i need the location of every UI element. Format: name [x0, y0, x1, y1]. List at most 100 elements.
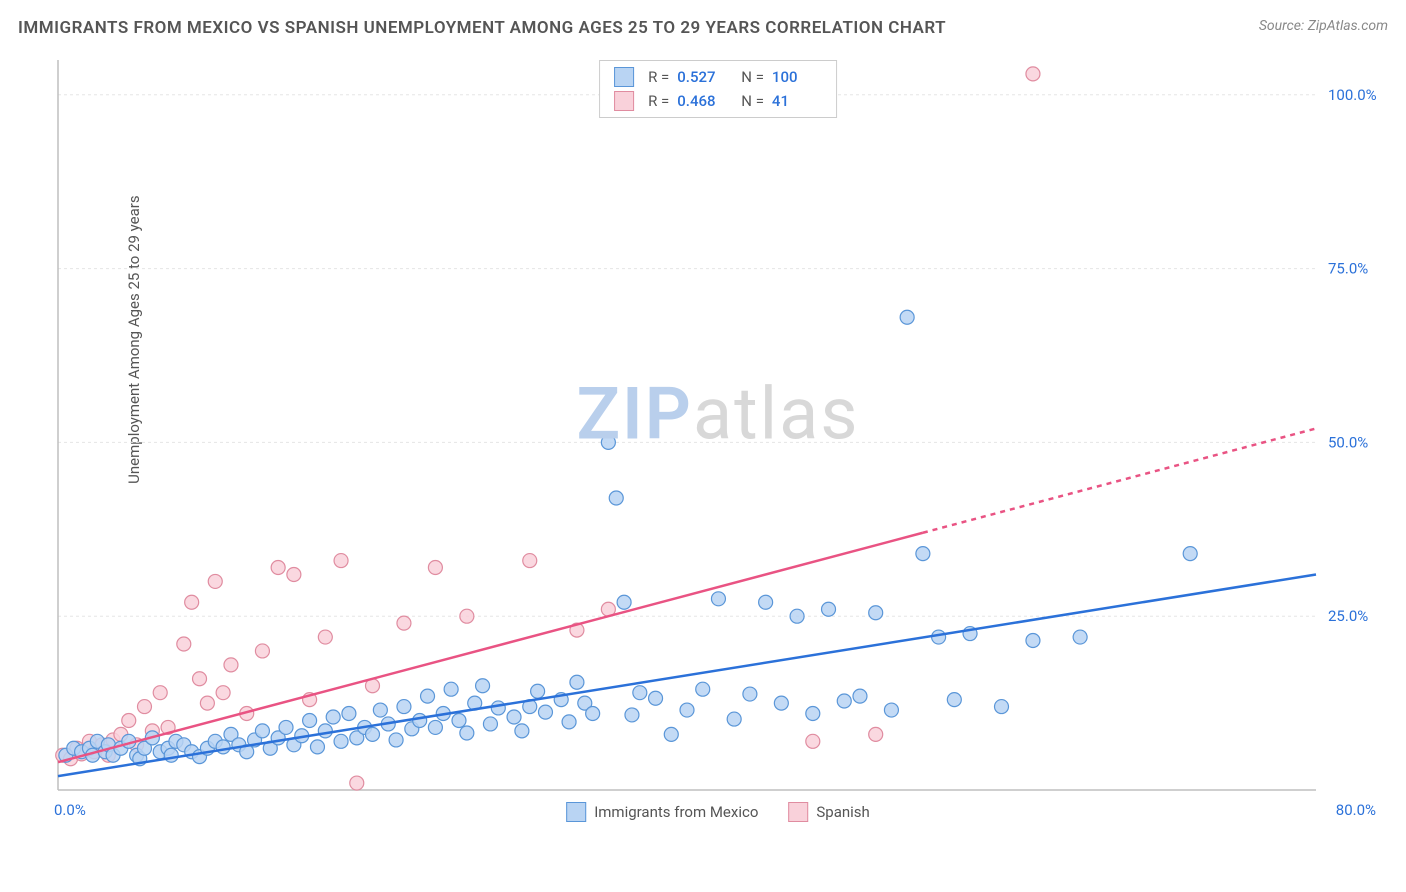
data-point — [523, 554, 537, 568]
legend-label-1: Immigrants from Mexico — [594, 803, 758, 821]
x-tick-label: 80.0% — [1336, 801, 1376, 819]
legend-item-1: Immigrants from Mexico — [566, 802, 758, 822]
data-point — [271, 561, 285, 575]
y-tick-label: 25.0% — [1328, 607, 1368, 625]
y-tick-label: 100.0% — [1328, 86, 1377, 104]
legend-row-series-2: R = 0.468 N = 41 — [614, 89, 822, 113]
data-point — [460, 609, 474, 623]
data-point — [334, 554, 348, 568]
n-value-2: 41 — [772, 92, 822, 110]
legend-item-2: Spanish — [788, 802, 869, 822]
data-point — [515, 724, 529, 738]
data-point — [1073, 630, 1087, 644]
data-point — [483, 717, 497, 731]
data-point — [255, 724, 269, 738]
data-point — [837, 694, 851, 708]
legend-row-series-1: R = 0.527 N = 100 — [614, 65, 822, 89]
data-point — [822, 602, 836, 616]
data-point — [350, 776, 364, 790]
data-point — [633, 686, 647, 700]
data-point — [310, 740, 324, 754]
r-value-2: 0.468 — [677, 92, 727, 110]
data-point — [491, 701, 505, 715]
data-point — [342, 707, 356, 721]
data-point — [122, 713, 136, 727]
data-point — [1026, 67, 1040, 81]
data-point — [279, 720, 293, 734]
data-point — [444, 682, 458, 696]
data-point — [318, 724, 332, 738]
swatch-series-2 — [614, 91, 634, 111]
data-point — [208, 574, 222, 588]
data-point — [932, 630, 946, 644]
data-point — [428, 720, 442, 734]
data-point — [255, 644, 269, 658]
correlation-legend: R = 0.527 N = 100 R = 0.468 N = 41 — [599, 60, 837, 118]
data-point — [538, 705, 552, 719]
data-point — [334, 734, 348, 748]
data-point — [1026, 634, 1040, 648]
data-point — [649, 691, 663, 705]
source-attribution: Source: ZipAtlas.com — [1259, 18, 1388, 34]
data-point — [373, 703, 387, 717]
data-point — [452, 713, 466, 727]
data-point — [428, 561, 442, 575]
chart-title: IMMIGRANTS FROM MEXICO VS SPANISH UNEMPL… — [18, 18, 946, 38]
data-point — [507, 710, 521, 724]
data-point — [853, 689, 867, 703]
data-point — [806, 734, 820, 748]
data-point — [177, 637, 191, 651]
data-point — [664, 727, 678, 741]
r-value-1: 0.527 — [677, 68, 727, 86]
data-point — [601, 435, 615, 449]
legend-label-2: Spanish — [816, 803, 869, 821]
data-point — [193, 672, 207, 686]
data-point — [531, 684, 545, 698]
data-point — [366, 727, 380, 741]
y-tick-label: 75.0% — [1328, 260, 1368, 278]
data-point — [460, 726, 474, 740]
data-point — [326, 710, 340, 724]
data-point — [397, 700, 411, 714]
data-point — [562, 715, 576, 729]
data-point — [774, 696, 788, 710]
data-point — [164, 748, 178, 762]
data-point — [570, 675, 584, 689]
trend-line-extrapolated — [923, 428, 1316, 532]
data-point — [216, 686, 230, 700]
data-point — [609, 491, 623, 505]
data-point — [759, 595, 773, 609]
data-point — [617, 595, 631, 609]
data-point — [216, 740, 230, 754]
data-point — [947, 693, 961, 707]
data-point — [869, 727, 883, 741]
data-point — [743, 687, 757, 701]
plot-area: 25.0%50.0%75.0%100.0%0.0%80.0% ZIPatlas … — [50, 60, 1386, 830]
data-point — [869, 606, 883, 620]
data-point — [200, 696, 214, 710]
data-point — [790, 609, 804, 623]
swatch-icon — [566, 802, 586, 822]
scatter-chart: 25.0% 50.0% 75.0% 100.0% 0.0% 80.0% — [50, 60, 1386, 830]
data-point — [727, 712, 741, 726]
n-value-1: 100 — [772, 68, 822, 86]
swatch-icon — [788, 802, 808, 822]
data-point — [421, 689, 435, 703]
swatch-series-1 — [614, 67, 634, 87]
data-point — [696, 682, 710, 696]
data-point — [884, 703, 898, 717]
data-point — [916, 547, 930, 561]
data-point — [625, 708, 639, 722]
y-tick-label: 50.0% — [1328, 433, 1368, 451]
data-point — [137, 700, 151, 714]
data-point — [389, 733, 403, 747]
data-point — [185, 595, 199, 609]
data-point — [318, 630, 332, 644]
series-legend: Immigrants from Mexico Spanish — [566, 802, 870, 822]
data-point — [900, 310, 914, 324]
data-point — [476, 679, 490, 693]
data-point — [711, 592, 725, 606]
data-point — [1183, 547, 1197, 561]
data-point — [586, 707, 600, 721]
x-tick-label: 0.0% — [54, 801, 86, 819]
